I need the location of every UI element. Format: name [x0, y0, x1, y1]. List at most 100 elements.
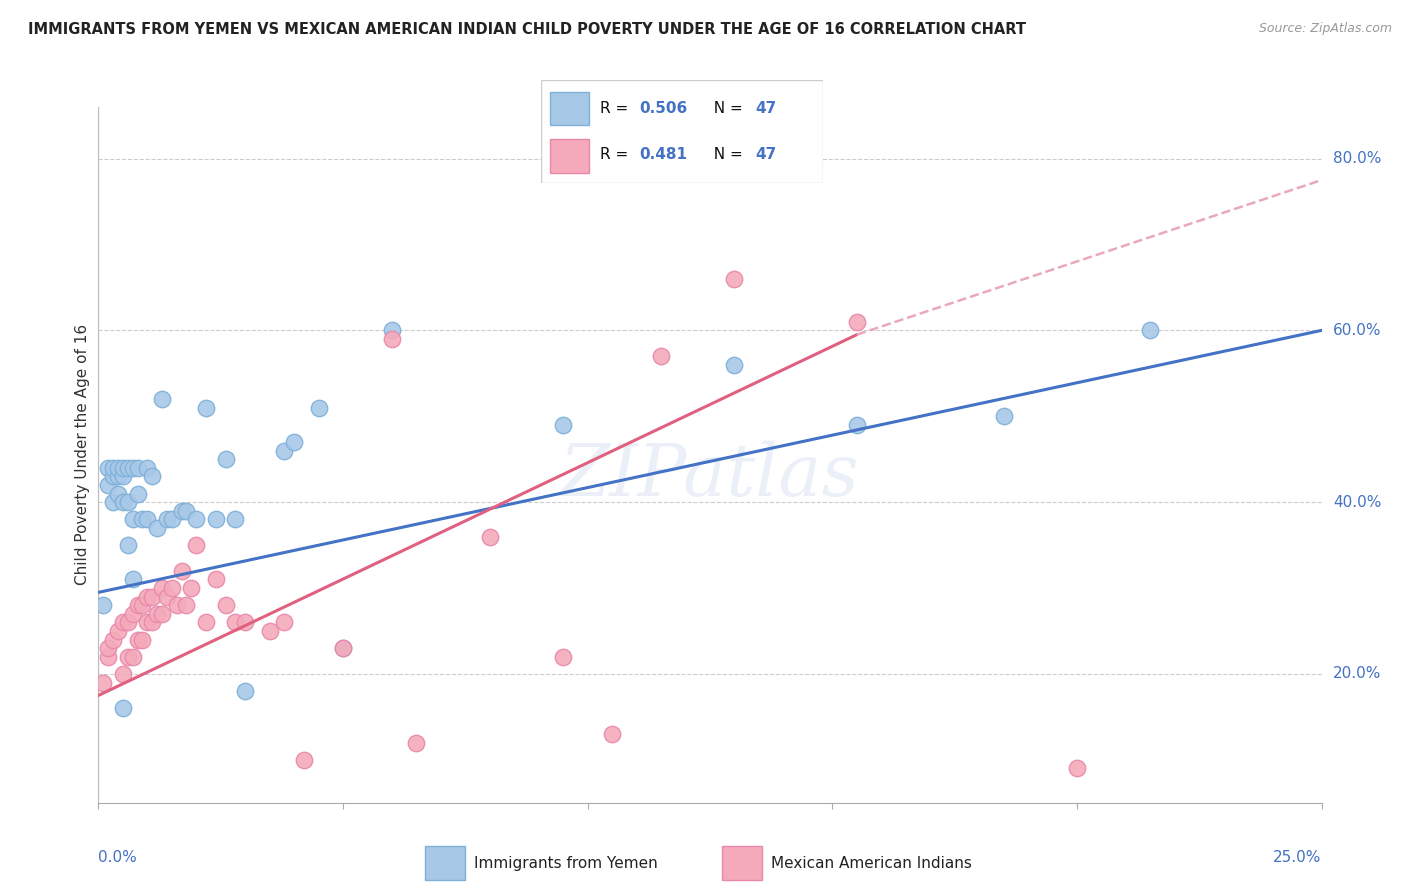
Point [111, 615, 134, 630]
Bar [550, 92, 589, 126]
Point [156, 590, 179, 604]
Text: 47: 47 [755, 101, 776, 116]
Point [283, 435, 305, 450]
Point [650, 349, 672, 363]
Text: 60.0%: 60.0% [1333, 323, 1381, 338]
Point [127, 486, 149, 500]
Point [273, 443, 295, 458]
Text: 0.506: 0.506 [640, 101, 688, 116]
Point [150, 607, 173, 621]
Point [107, 486, 129, 500]
Text: R =: R = [600, 147, 634, 162]
Text: 20.0%: 20.0% [1333, 666, 1381, 681]
Point [292, 753, 315, 767]
Point [111, 701, 134, 715]
Point [332, 641, 354, 656]
Point [121, 460, 143, 475]
Point [224, 615, 246, 630]
Point [1066, 761, 1088, 775]
Point [136, 512, 159, 526]
Point [166, 599, 188, 613]
Point [160, 581, 183, 595]
Point [150, 392, 173, 406]
Point [186, 512, 208, 526]
Point [478, 529, 501, 543]
Point [131, 599, 153, 613]
Point [150, 581, 173, 595]
Point [121, 607, 143, 621]
Point [131, 632, 153, 647]
Point [553, 649, 575, 664]
Point [160, 512, 183, 526]
Point [233, 615, 256, 630]
Bar [721, 846, 762, 880]
Point [176, 599, 198, 613]
Point [600, 727, 623, 741]
Point [111, 495, 134, 509]
Point [91, 675, 114, 690]
Point [308, 401, 330, 415]
Point [101, 495, 124, 509]
Point [205, 573, 228, 587]
Text: Immigrants from Yemen: Immigrants from Yemen [474, 855, 658, 871]
Text: N =: N = [704, 101, 748, 116]
Point [131, 512, 153, 526]
Point [117, 538, 139, 552]
Point [127, 599, 149, 613]
Text: IMMIGRANTS FROM YEMEN VS MEXICAN AMERICAN INDIAN CHILD POVERTY UNDER THE AGE OF : IMMIGRANTS FROM YEMEN VS MEXICAN AMERICA… [28, 22, 1026, 37]
Point [117, 460, 139, 475]
Text: 0.481: 0.481 [640, 147, 688, 162]
Point [97, 649, 120, 664]
Point [195, 401, 218, 415]
Point [91, 599, 114, 613]
Point [111, 460, 134, 475]
Point [186, 538, 208, 552]
Point [127, 632, 149, 647]
Point [381, 323, 404, 337]
Point [214, 599, 236, 613]
Point [156, 512, 179, 526]
Point [259, 624, 281, 638]
Text: 0.0%: 0.0% [98, 850, 138, 865]
Point [146, 521, 169, 535]
Text: 47: 47 [755, 147, 776, 162]
Point [111, 469, 134, 483]
Point [136, 590, 159, 604]
Text: Source: ZipAtlas.com: Source: ZipAtlas.com [1258, 22, 1392, 36]
Point [141, 615, 163, 630]
Point [141, 469, 163, 483]
Text: R =: R = [600, 101, 634, 116]
Point [121, 512, 143, 526]
Point [117, 495, 139, 509]
Point [170, 564, 193, 578]
Point [97, 478, 120, 492]
Text: 80.0%: 80.0% [1333, 151, 1381, 166]
Point [332, 641, 354, 656]
Point [101, 469, 124, 483]
Point [405, 736, 427, 750]
Text: ZIPatlas: ZIPatlas [560, 441, 860, 511]
Point [101, 460, 124, 475]
Text: 25.0%: 25.0% [1274, 850, 1322, 865]
Point [845, 315, 868, 329]
Point [136, 615, 159, 630]
Point [127, 460, 149, 475]
Point [107, 469, 129, 483]
Point [146, 607, 169, 621]
Point [97, 641, 120, 656]
Point [993, 409, 1015, 424]
Point [205, 512, 228, 526]
Point [176, 504, 198, 518]
Point [723, 272, 745, 286]
Point [1139, 323, 1161, 337]
Point [553, 417, 575, 432]
Point [723, 358, 745, 372]
Point [195, 615, 218, 630]
Point [180, 581, 202, 595]
Point [121, 649, 143, 664]
Point [121, 573, 143, 587]
Point [107, 460, 129, 475]
Point [97, 460, 120, 475]
Point [117, 615, 139, 630]
Point [117, 649, 139, 664]
